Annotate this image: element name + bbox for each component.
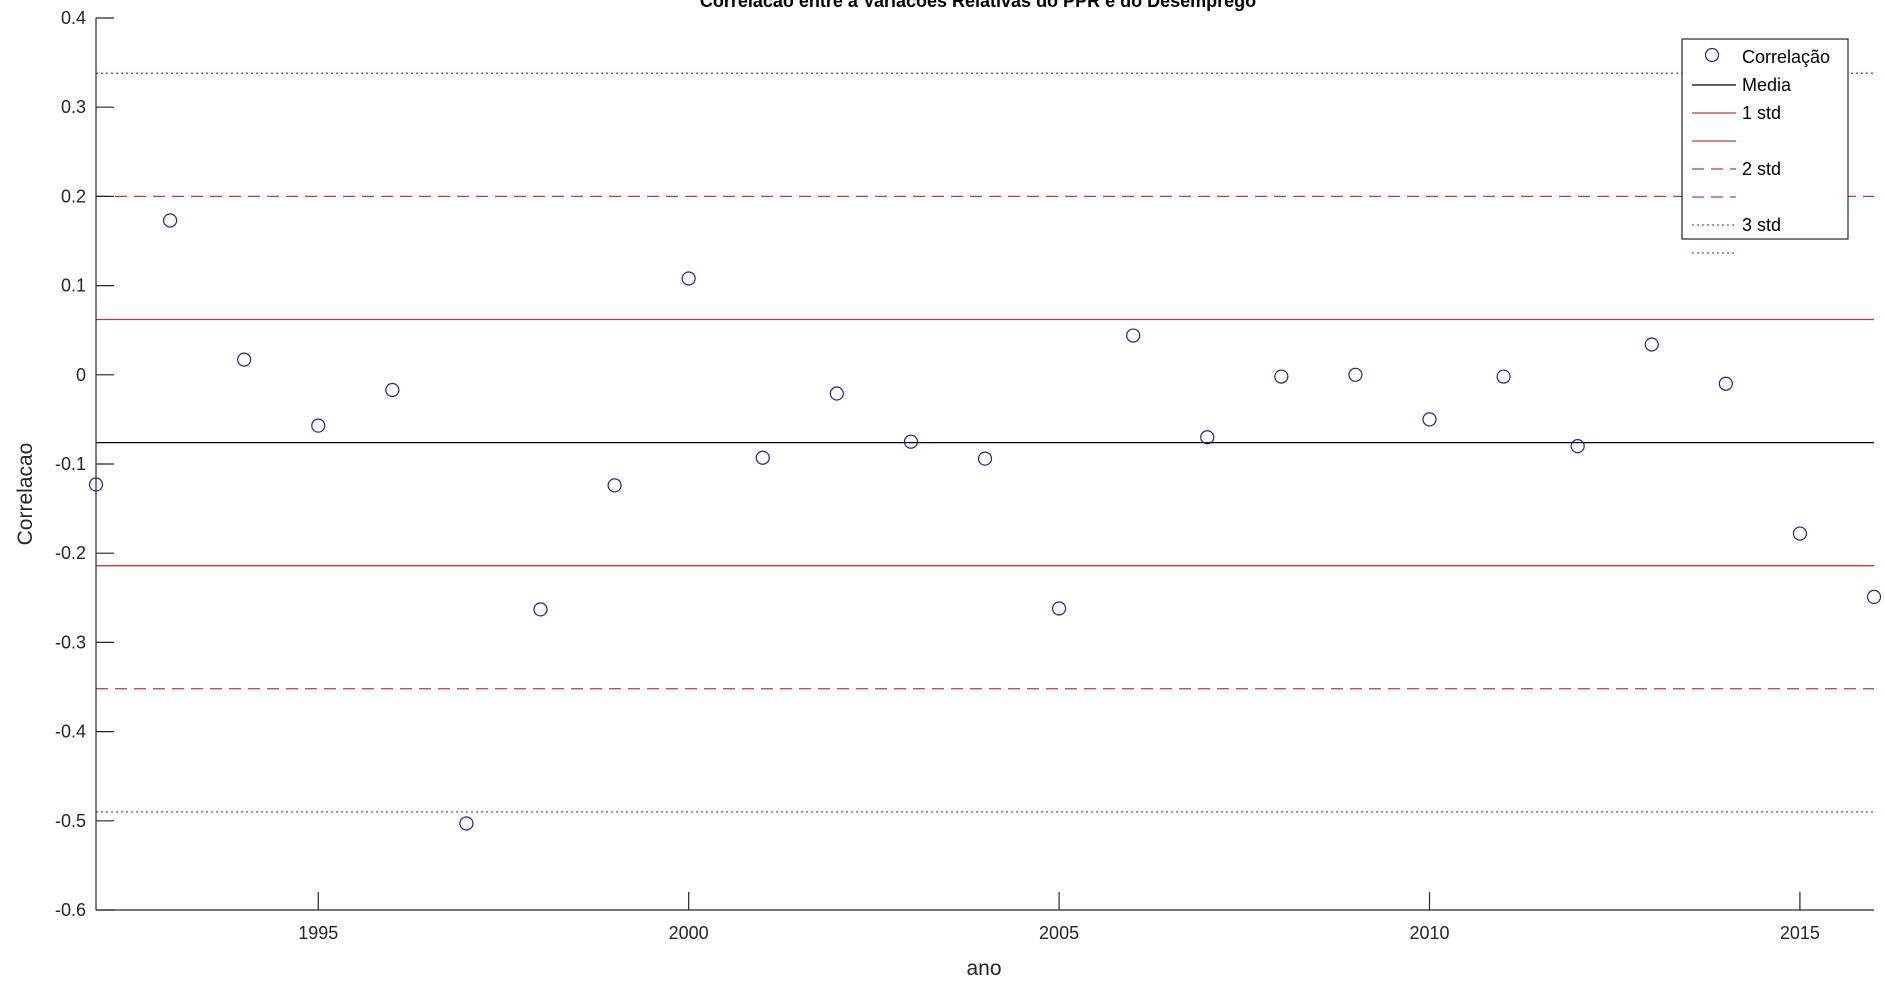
x-axis-label: ano (966, 957, 1001, 980)
legend-marker (1704, 47, 1720, 63)
data-point (681, 271, 696, 286)
data-point (88, 477, 104, 492)
data-point (1496, 369, 1511, 384)
data-point (1126, 328, 1141, 343)
data-point (829, 386, 844, 401)
data-points (88, 213, 1882, 831)
y-tick-label: -0.5 (55, 811, 86, 831)
data-point (533, 602, 548, 617)
y-tick-label: -0.2 (55, 543, 86, 563)
reference-lines (96, 72, 1874, 813)
data-point (1274, 369, 1289, 384)
legend-label: Correlação (1742, 47, 1830, 67)
legend-label: Media (1742, 75, 1792, 95)
data-point (162, 213, 178, 228)
legend-label: 2 std (1742, 159, 1781, 179)
y-tick-label: 0.3 (61, 97, 86, 117)
data-point (1348, 367, 1363, 382)
y-tick-label: -0.4 (55, 722, 86, 742)
data-point (977, 451, 993, 466)
x-tick-label: 1995 (298, 923, 338, 943)
axes: 0.4 0.3 0.2 0.1 0 -0.1 -0.2 -0.3 -0.4 -0.5 -0.6 199… (55, 8, 1874, 943)
x-tick-label: 2000 (669, 923, 709, 943)
data-point (1570, 439, 1585, 454)
data-point (903, 434, 919, 449)
y-tick-label: -0.3 (55, 632, 86, 652)
data-point (755, 450, 770, 465)
legend-label: 1 std (1742, 103, 1781, 123)
data-point (311, 418, 326, 433)
y-tick-label: -0.6 (55, 900, 86, 920)
data-point (1051, 601, 1067, 616)
data-point (385, 382, 400, 398)
data-point (459, 816, 474, 831)
y-axis-label: Correlacao (14, 443, 37, 546)
x-tick-label: 2015 (1780, 923, 1820, 943)
y-tick-label: 0.1 (61, 276, 86, 296)
data-point (607, 478, 622, 493)
data-point (1200, 430, 1215, 445)
data-point (237, 352, 252, 367)
x-tick-label: 2005 (1039, 923, 1079, 943)
legend-box (1681, 38, 1849, 240)
data-point (1866, 589, 1882, 605)
y-tick-label: 0.4 (61, 8, 86, 28)
data-point (1718, 376, 1733, 391)
data-point (1792, 526, 1808, 541)
legend-label: 3 std (1742, 215, 1781, 235)
y-tick-label: 0.2 (61, 186, 86, 206)
legend: Correlação Media 1 std 2 std 3 std (1681, 38, 1849, 254)
x-tick-label: 2010 (1409, 923, 1449, 943)
chart-title: Correlacao entre a Variacoes Relativas d… (700, 0, 1256, 11)
data-point (1644, 337, 1659, 352)
data-point (1422, 412, 1437, 427)
y-tick-label: 0 (76, 365, 86, 385)
y-tick-label: -0.1 (55, 454, 86, 474)
